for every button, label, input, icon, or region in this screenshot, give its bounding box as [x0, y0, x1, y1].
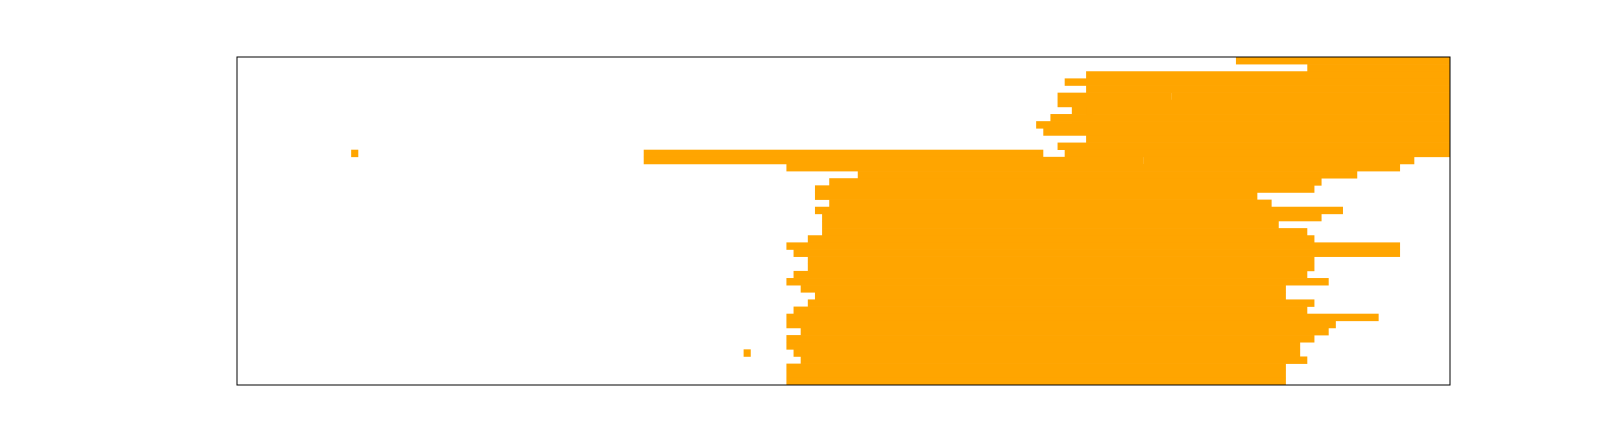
heatmap-cell-r7-s0 — [1071, 106, 1094, 115]
heatmap-cell-r33-s0 — [814, 292, 1286, 300]
heatmap-cell-r0-s0 — [1235, 57, 1450, 65]
heatmap-cell-r20-s0 — [829, 199, 1272, 208]
heatmap-cell-r26-s0 — [786, 242, 1401, 250]
heatmap-cell-r2-s0 — [1086, 71, 1450, 79]
heatmap-cell-r6-s0 — [1057, 99, 1450, 108]
heatmap-cell-r27-s0 — [793, 249, 1401, 257]
heatmap-cell-r4-s0 — [1086, 85, 1450, 93]
heatmap-cell-r39-s0 — [786, 335, 1315, 343]
heatmap-cell-r5-s0 — [1057, 92, 1172, 101]
heatmap-cell-r28-s0 — [807, 256, 1315, 265]
heatmap-cell-r5-s1 — [1171, 92, 1450, 101]
heatmap-cell-r10-s0 — [1043, 128, 1450, 136]
heatmap-cell-r9-s0 — [1036, 121, 1450, 129]
heatmap-cell-r23-s0 — [822, 221, 1279, 229]
heatmap-cell-r18-s0 — [814, 185, 1315, 193]
heatmap-cell-r25-s0 — [807, 235, 1315, 243]
heatmap-cell-r13-s0 — [351, 149, 359, 158]
heatmap-cell-r22-s0 — [822, 213, 1322, 222]
heatmap-cell-r8-s0 — [1050, 114, 1450, 122]
heatmap-cell-r13-s1 — [643, 149, 1044, 158]
heatmap-cell-r21-s0 — [814, 206, 1343, 215]
heatmap-cell-r41-s0 — [743, 349, 751, 357]
heatmap-cell-r15-s0 — [786, 163, 1401, 172]
heatmap-cell-r43-s0 — [786, 363, 1286, 372]
heatmap-cell-r29-s0 — [807, 263, 1315, 272]
heatmap-cell-r34-s0 — [807, 299, 1315, 307]
heatmap-cell-r1-s0 — [1307, 64, 1450, 72]
heatmap-cell-r42-s0 — [800, 356, 1308, 364]
heatmap-cell-r44-s0 — [786, 370, 1286, 379]
heatmap-cell-r19-s0 — [814, 192, 1258, 200]
heatmap-cell-r24-s0 — [822, 228, 1308, 236]
heatmap-cell-r14-s1 — [1143, 156, 1415, 165]
heatmap-cell-r17-s0 — [829, 178, 1322, 186]
heatmap-cell-r3-s0 — [1064, 78, 1450, 86]
heatmap-cell-r12-s0 — [1057, 142, 1450, 150]
heatmap-cell-r38-s0 — [800, 327, 1329, 336]
heatmap-cell-r40-s0 — [786, 342, 1301, 350]
plot-frame — [236, 56, 1451, 386]
heatmap-cell-r16-s0 — [857, 171, 1358, 179]
heatmap-cell-r35-s0 — [793, 306, 1308, 314]
heatmap-cell-r41-s1 — [793, 349, 1301, 357]
heatmap-cell-r36-s0 — [786, 313, 1379, 322]
heatmap-cell-r30-s0 — [793, 270, 1308, 279]
heatmap-cell-r11-s0 — [1086, 135, 1450, 143]
heatmap-cell-r32-s0 — [800, 285, 1286, 293]
heatmap-cell-r37-s0 — [786, 320, 1336, 329]
heatmap-cells — [351, 57, 1450, 386]
heatmap-cell-r14-s0 — [643, 156, 1144, 165]
heatmap-cell-r7-s1 — [1086, 106, 1450, 115]
heatmap-cell-r13-s2 — [1064, 149, 1450, 158]
heatmap-cell-r31-s0 — [786, 278, 1329, 286]
heatmap-cell-r45-s0 — [786, 377, 1286, 386]
